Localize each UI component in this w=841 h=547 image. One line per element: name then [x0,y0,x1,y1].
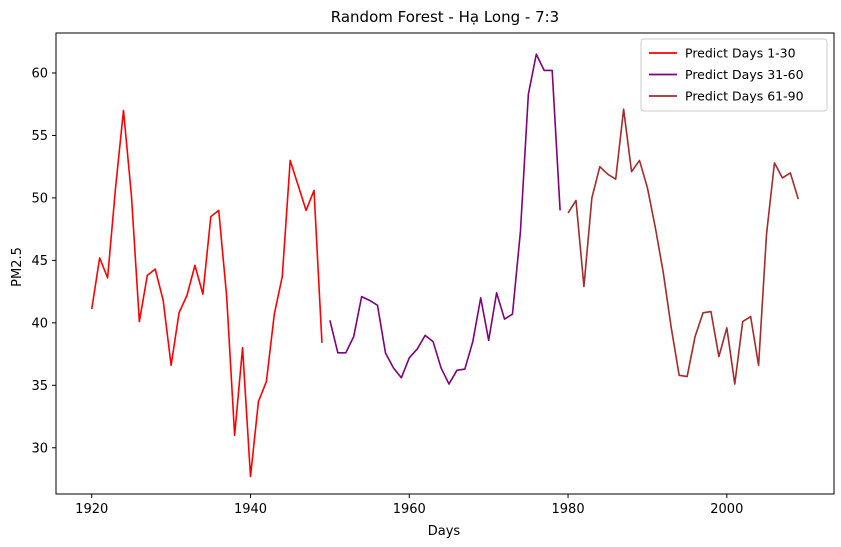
legend-label-3: Predict Days 61-90 [685,89,804,104]
legend: Predict Days 1-30 Predict Days 31-60 Predi… [640,38,828,112]
y-axis-label: PM2.5 [10,247,25,287]
x-tick-label: 1940 [234,502,267,517]
y-tick-label: 30 [31,441,48,456]
legend-label-1: Predict Days 1-30 [685,46,796,61]
x-axis-label: Days [428,524,461,539]
y-tick-label: 40 [31,316,48,331]
legend-box [640,38,828,112]
series-layer [90,53,800,478]
x-tick-label: 2000 [710,502,743,517]
y-tick-label: 50 [31,191,48,206]
series-line-3 [567,108,800,385]
y-tick-label: 55 [31,129,48,144]
x-tick-label: 1980 [552,502,585,517]
x-tick-label: 1960 [393,502,426,517]
chart-title: Random Forest - Hạ Long - 7:3 [331,8,559,26]
series-line-1 [90,109,323,478]
x-tick-label: 1920 [75,502,108,517]
y-tick-label: 45 [31,254,48,269]
y-tick-label: 60 [31,66,48,81]
series-line-2 [329,53,561,385]
legend-label-2: Predict Days 31-60 [685,67,804,82]
y-axis: 30 35 40 45 50 55 60 [31,66,56,456]
y-tick-label: 35 [31,379,48,394]
x-axis: 1920 1940 1960 1980 2000 [75,494,743,517]
